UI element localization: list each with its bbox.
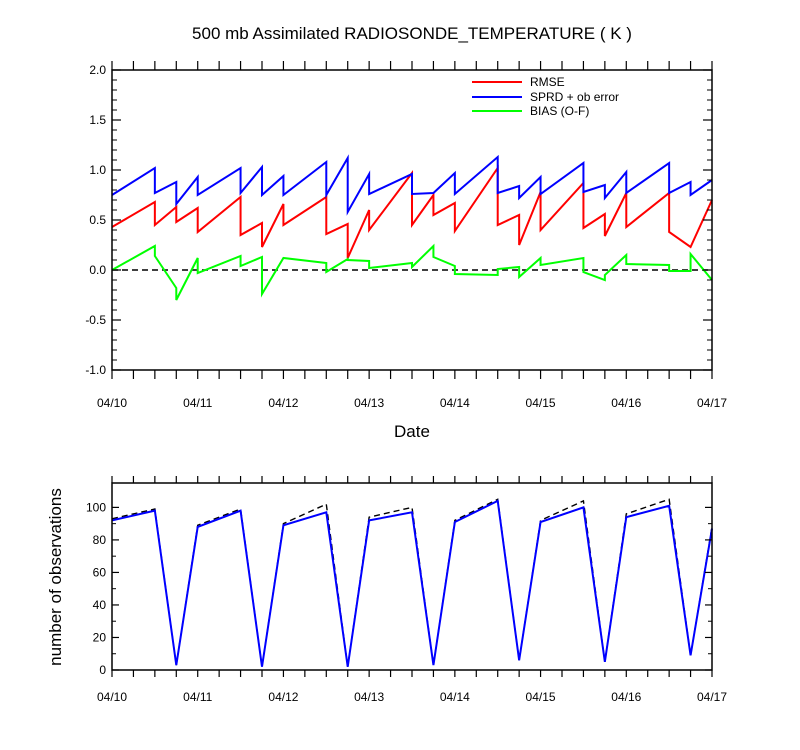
x-tick-label: 04/11 [183, 690, 212, 704]
bottom-plot-area: 0 20 40 60 80 100 04/10 04/11 04/12 04/13 04/14 04/… [86, 476, 727, 704]
y-tick-label: 60 [93, 565, 107, 579]
series-line-bias-o-f [111, 243, 713, 301]
y-tick-label: -0.5 [85, 313, 106, 327]
x-tick-label: 04/17 [697, 690, 727, 704]
legend-label-rmse: RMSE [530, 75, 565, 89]
y-tick-label: 0.5 [89, 213, 106, 227]
top-plot-area: -1.0 -0.5 0.0 0.5 1.0 1.5 2.0 04/10 04/11 04/12 04… [85, 61, 727, 410]
series-line-assimilated [111, 499, 713, 667]
y-tick-label: 0 [99, 663, 106, 677]
x-tick-label: 04/17 [697, 396, 727, 410]
x-tick-label: 04/10 [97, 690, 127, 704]
y-tick-label: 100 [86, 500, 106, 514]
x-tick-label: 04/15 [526, 396, 556, 410]
y-tick-label: 1.0 [89, 163, 106, 177]
chart-title: 500 mb Assimilated RADIOSONDE_TEMPERATUR… [192, 24, 632, 43]
legend: RMSE SPRD + ob error BIAS (O-F) [472, 75, 619, 118]
x-tick-label: 04/12 [268, 396, 298, 410]
y-tick-label: -1.0 [85, 363, 106, 377]
y-tick-label: 80 [93, 533, 107, 547]
x-tick-label: 04/14 [440, 690, 470, 704]
y-axis-title-observations: number of observations [46, 488, 65, 666]
bottom-plot-frame [111, 482, 713, 671]
legend-label-sprd: SPRD + ob error [530, 90, 619, 104]
top-plot-frame [111, 69, 713, 371]
legend-label-bias: BIAS (O-F) [530, 104, 589, 118]
y-tick-label: 40 [93, 598, 107, 612]
x-tick-label: 04/14 [440, 396, 470, 410]
series-line-sprd-ob-error [111, 154, 713, 216]
x-tick-label: 04/11 [183, 396, 212, 410]
top-ticks-group: -1.0 -0.5 0.0 0.5 1.0 1.5 2.0 04/10 04/11 04/12 04… [85, 61, 727, 410]
x-tick-label: 04/12 [268, 690, 298, 704]
x-tick-label: 04/16 [611, 690, 641, 704]
x-tick-label: 04/13 [354, 396, 384, 410]
y-tick-label: 0.0 [89, 263, 106, 277]
x-axis-title: Date [394, 422, 430, 441]
bottom-ticks-group: 0 20 40 60 80 100 04/10 04/11 04/12 04/13 04/14 04/… [86, 476, 727, 704]
bottom-series-group [111, 498, 713, 667]
y-tick-label: 20 [93, 630, 107, 644]
x-tick-label: 04/15 [526, 690, 556, 704]
y-tick-label: 2.0 [89, 63, 106, 77]
x-tick-label: 04/13 [354, 690, 384, 704]
x-tick-label: 04/16 [611, 396, 641, 410]
x-tick-label: 04/10 [97, 396, 127, 410]
series-line-rmse [111, 164, 713, 259]
top-series-group [111, 154, 713, 301]
y-tick-label: 1.5 [89, 113, 106, 127]
